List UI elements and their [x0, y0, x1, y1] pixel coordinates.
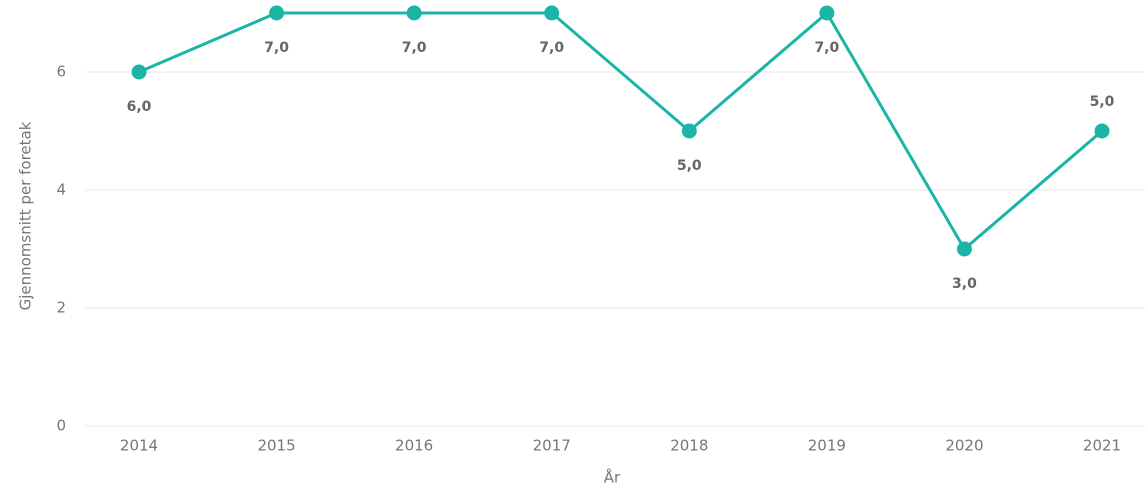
data-label: 7,0: [402, 40, 427, 56]
data-label: 7,0: [814, 40, 839, 56]
x-tick-label: 2019: [808, 437, 846, 455]
x-tick-label: 2016: [395, 437, 433, 455]
data-point: [406, 5, 422, 21]
y-tick-label: 2: [56, 299, 66, 317]
data-point: [1094, 123, 1110, 139]
data-point: [681, 123, 697, 139]
data-label: 7,0: [264, 40, 289, 56]
data-label: 5,0: [1090, 94, 1115, 110]
y-tick-label: 6: [56, 63, 66, 81]
y-axis-title: Gjennomsnitt per foretak: [17, 121, 35, 310]
x-tick-label: 2021: [1083, 437, 1121, 455]
data-label: 5,0: [677, 158, 702, 174]
data-label: 6,0: [127, 99, 152, 115]
y-tick-label: 0: [56, 417, 66, 435]
x-tick-label: 2020: [945, 437, 983, 455]
data-label: 3,0: [952, 276, 977, 292]
x-tick-label: 2017: [533, 437, 571, 455]
x-axis-title: År: [604, 468, 621, 487]
series-line: [138, 11, 1103, 251]
data-point: [819, 5, 835, 21]
x-tick-label: 2015: [257, 437, 295, 455]
data-point: [131, 64, 147, 80]
data-point: [544, 5, 560, 21]
x-tick-label: 2018: [670, 437, 708, 455]
data-label: 7,0: [539, 40, 564, 56]
y-tick-label: 4: [56, 181, 66, 199]
data-point: [956, 241, 972, 257]
data-point: [269, 5, 285, 21]
x-tick-label: 2014: [120, 437, 158, 455]
